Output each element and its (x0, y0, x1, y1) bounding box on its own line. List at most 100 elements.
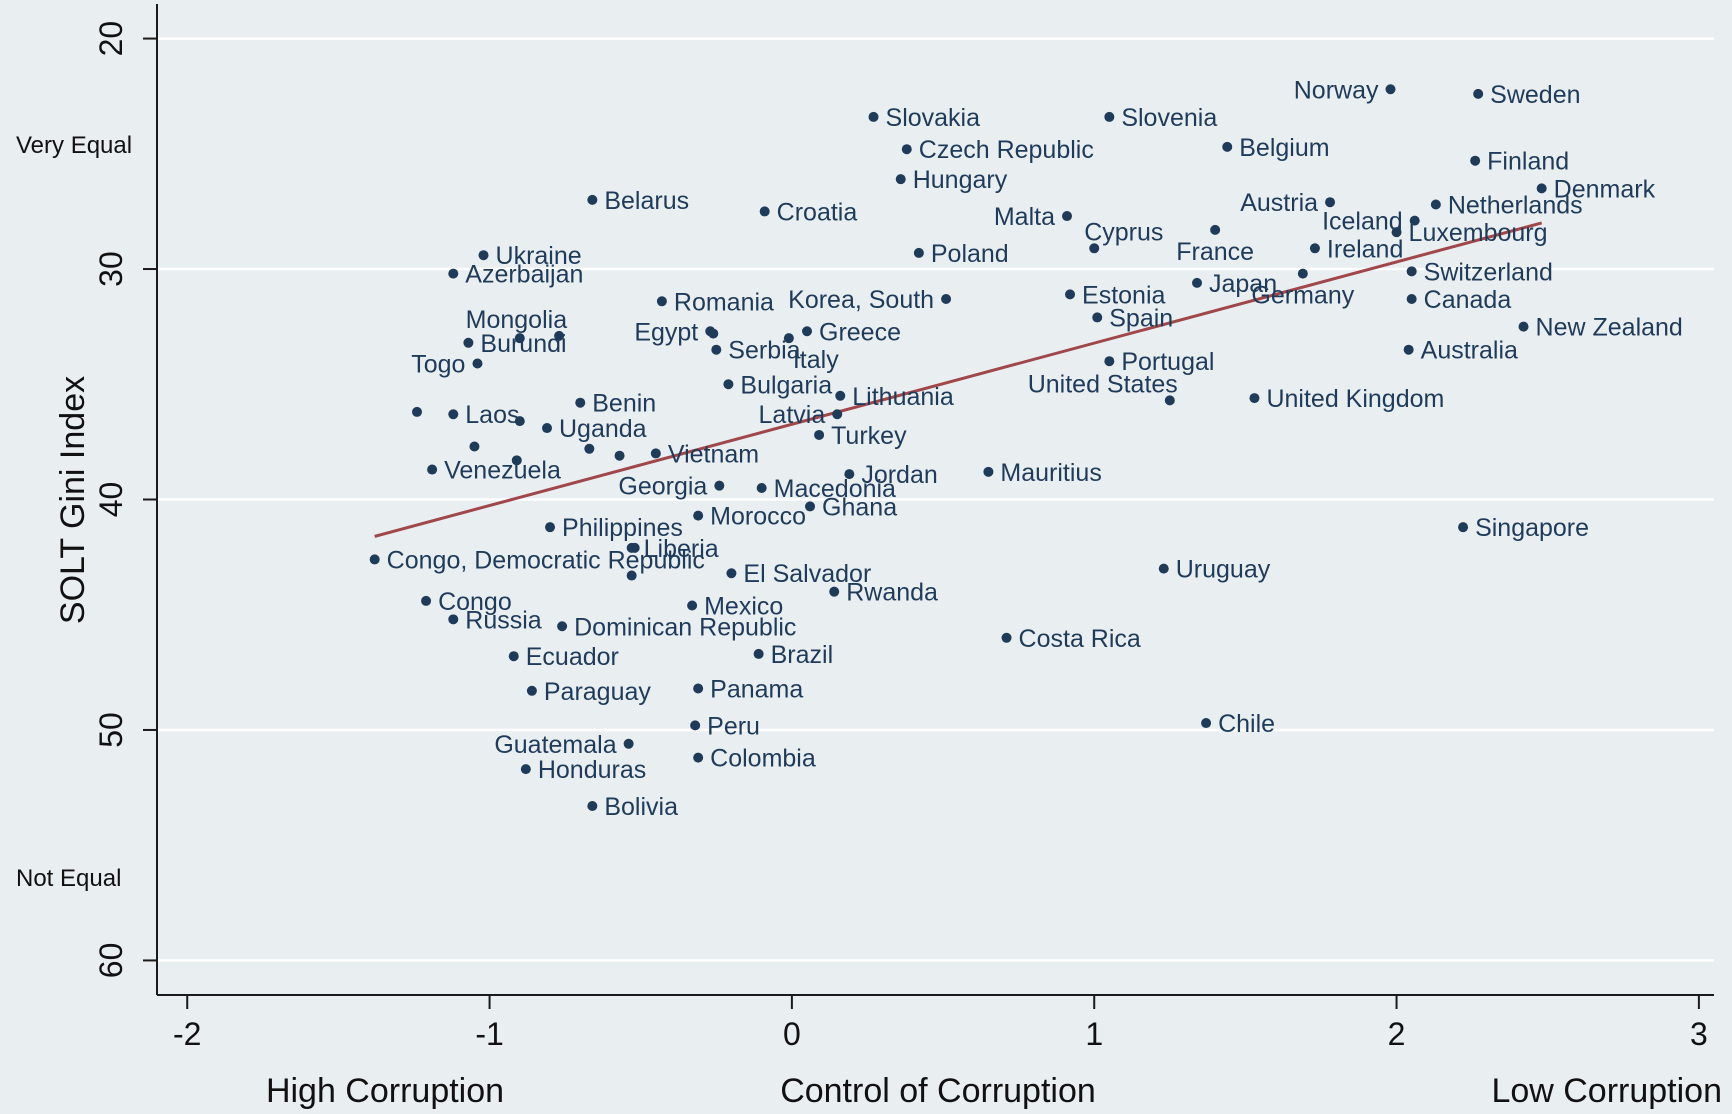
point-label-macedonia: Macedonia (774, 475, 896, 503)
point-finland (1470, 155, 1481, 166)
point-unlabeled (412, 406, 423, 417)
point-label-rwanda: Rwanda (846, 579, 938, 607)
point-estonia (1065, 289, 1076, 300)
point-australia (1403, 344, 1414, 355)
x-tick-label: -2 (173, 1016, 201, 1052)
point-label-germany: Germany (1251, 282, 1354, 310)
point-portugal (1104, 356, 1115, 367)
point-label-iceland: Iceland (1322, 208, 1403, 236)
x-left-note: High Corruption (266, 1072, 504, 1110)
point-guatemala (623, 738, 634, 749)
point-malta (1062, 211, 1073, 222)
point-macedonia (756, 482, 767, 493)
point-label-denmark: Denmark (1554, 175, 1656, 203)
point-label-turkey: Turkey (831, 422, 907, 450)
point-label-ukraine: Ukraine (496, 242, 582, 270)
x-tick-label: 0 (783, 1016, 801, 1052)
point-czech-republic (901, 144, 912, 155)
point-label-dominican-republic: Dominican Republic (574, 613, 796, 641)
point-label-ghana: Ghana (822, 493, 897, 521)
point-label-burundi: Burundi (480, 330, 566, 358)
point-label-bolivia: Bolivia (604, 793, 678, 821)
point-laos (448, 409, 459, 420)
x-tick-label: 1 (1085, 1016, 1103, 1052)
point-label-malta: Malta (994, 203, 1055, 231)
point-vietnam (650, 448, 661, 459)
point-label-congo-democratic-republic: Congo, Democratic Republic (387, 546, 705, 574)
point-belgium (1222, 141, 1233, 152)
point-label-czech-republic: Czech Republic (919, 136, 1094, 164)
y-axis-title: SOLT Gini Index (54, 376, 92, 624)
point-label-romania: Romania (674, 288, 774, 316)
point-chile (1201, 718, 1212, 729)
point-label-ecuador: Ecuador (526, 643, 619, 671)
point-label-sweden: Sweden (1490, 81, 1580, 109)
point-korea-south (941, 293, 952, 304)
point-azerbaijan (448, 268, 459, 279)
point-togo (472, 358, 483, 369)
point-label-united-states: United States (1028, 370, 1178, 398)
point-label-japan: Japan (1209, 270, 1277, 298)
point-united-states (1164, 395, 1175, 406)
point-label-united-kingdom: United Kingdom (1266, 385, 1444, 413)
point-label-switzerland: Switzerland (1424, 258, 1553, 286)
point-label-brazil: Brazil (771, 641, 834, 669)
point-unlabeled (511, 455, 522, 466)
point-congo (421, 595, 432, 606)
point-label-russia: Russia (465, 606, 542, 634)
point-label-spain: Spain (1109, 304, 1173, 332)
y-tick-label: 50 (93, 712, 129, 748)
point-label-hungary: Hungary (913, 166, 1008, 194)
point-canada (1406, 293, 1417, 304)
point-label-greece: Greece (819, 318, 901, 346)
point-jordan (844, 469, 855, 480)
point-ecuador (508, 651, 519, 662)
point-label-norway: Norway (1294, 76, 1379, 104)
point-luxembourg (1391, 227, 1402, 238)
point-ghana (805, 501, 816, 512)
x-axis-title: Control of Corruption (780, 1072, 1096, 1110)
y-bottom-note: Not Equal (16, 865, 121, 892)
x-tick-label: -1 (475, 1016, 503, 1052)
point-russia (448, 614, 459, 625)
point-austria (1325, 197, 1336, 208)
point-peru (690, 720, 701, 731)
point-uruguay (1158, 563, 1169, 574)
point-netherlands (1430, 199, 1441, 210)
point-label-costa-rica: Costa Rica (1019, 625, 1141, 653)
point-spain (1092, 312, 1103, 323)
point-slovakia (868, 111, 879, 122)
point-label-honduras: Honduras (538, 756, 646, 784)
point-greece (802, 326, 813, 337)
point-label-benin: Benin (592, 390, 656, 418)
point-label-georgia: Georgia (618, 473, 707, 501)
point-costa-rica (1001, 632, 1012, 643)
point-serbia (711, 344, 722, 355)
point-belarus (587, 194, 598, 205)
point-label-liberia: Liberia (644, 535, 719, 563)
point-new-zealand (1518, 321, 1529, 332)
point-label-latvia: Latvia (759, 401, 826, 429)
axis-layer: 20 30 40 50 60 -2 -1 0 1 2 3 (93, 4, 1714, 1052)
point-singapore (1458, 522, 1469, 533)
point-label-azerbaijan: Azerbaijan (465, 261, 583, 289)
point-sweden (1473, 88, 1484, 99)
point-iceland (1409, 215, 1420, 226)
y-top-note: Very Equal (16, 132, 132, 159)
point-benin (575, 397, 586, 408)
fit-layer (374, 221, 1543, 538)
point-label-chile: Chile (1218, 710, 1275, 738)
point-georgia (714, 480, 725, 491)
point-label-bulgaria: Bulgaria (740, 371, 832, 399)
point-denmark (1536, 183, 1547, 194)
point-label-peru: Peru (707, 712, 760, 740)
point-japan (1192, 277, 1203, 288)
point-congo-democratic-republic (369, 554, 380, 565)
point-label-austria: Austria (1240, 189, 1318, 217)
point-dominican-republic (557, 621, 568, 632)
point-unlabeled (626, 570, 637, 581)
point-unlabeled (469, 441, 480, 452)
point-unlabeled (614, 450, 625, 461)
point-switzerland (1406, 266, 1417, 277)
